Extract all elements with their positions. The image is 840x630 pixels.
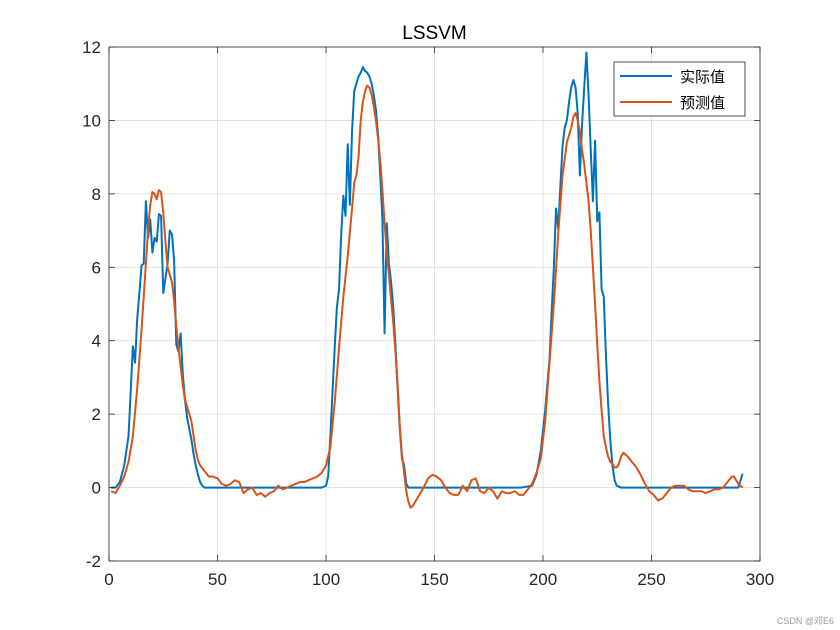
y-tick-label: -2 [86, 552, 101, 571]
watermark-text: CSDN @邓E6 [777, 616, 834, 626]
legend-box [613, 61, 746, 117]
x-tick-label: 300 [746, 570, 774, 589]
series-line-actual [111, 51, 744, 489]
chart-title: LSSVM [402, 23, 466, 44]
y-tick-label: 8 [92, 185, 101, 204]
y-tick-label: 12 [82, 38, 101, 57]
axis-ticks [108, 46, 761, 562]
legend-label-actual: 实际值 [680, 68, 725, 86]
y-tick-label: 4 [92, 332, 101, 351]
x-tick-label: 0 [104, 570, 113, 589]
legend-label-predicted: 预测值 [680, 94, 725, 112]
series-lines [110, 51, 744, 509]
x-tick-label: 50 [208, 570, 227, 589]
series-line-predicted [110, 84, 744, 509]
y-tick-label: 6 [92, 258, 101, 277]
legend: 实际值 预测值 [613, 61, 746, 117]
x-tick-label: 150 [420, 570, 448, 589]
y-tick-label: 10 [82, 111, 101, 130]
y-tick-label: 2 [92, 405, 101, 424]
x-tick-label: 100 [312, 570, 340, 589]
x-tick-label: 200 [529, 570, 557, 589]
x-tick-label: 250 [637, 570, 665, 589]
y-tick-label: 0 [92, 479, 101, 498]
